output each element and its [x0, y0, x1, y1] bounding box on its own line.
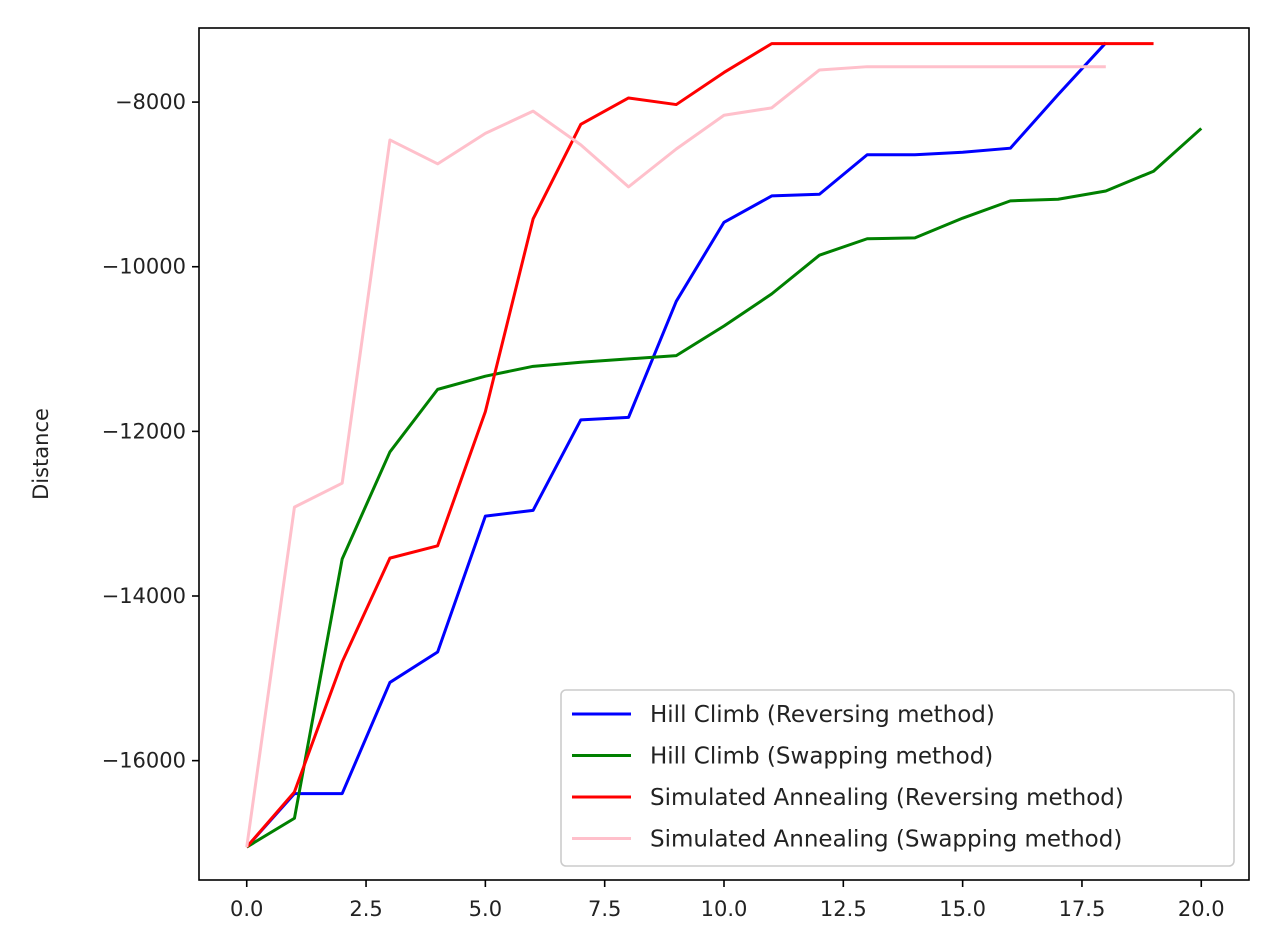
x-tick-label: 12.5: [820, 897, 867, 921]
legend-label: Hill Climb (Swapping method): [650, 744, 993, 770]
x-tick-label: 2.5: [349, 897, 382, 921]
x-tick-label: 10.0: [701, 897, 748, 921]
series-line-1: [245, 41, 1107, 849]
y-tick-label: −8000: [115, 90, 186, 114]
series-line-2: [245, 127, 1203, 849]
y-axis-label: Distance: [29, 408, 53, 500]
legend: Hill Climb (Reversing method) Hill Climb …: [560, 689, 1235, 867]
y-tick-label: −12000: [102, 419, 186, 443]
x-tick-label: 0.0: [230, 897, 263, 921]
legend-label: Hill Climb (Reversing method): [650, 702, 995, 728]
legend-box: [560, 689, 1235, 867]
x-tick-label: 5.0: [469, 897, 502, 921]
series-line-3: [245, 42, 1154, 849]
legend-label: Simulated Annealing (Reversing method): [650, 785, 1124, 811]
plot-area: [245, 41, 1203, 849]
x-tick-label: 17.5: [1059, 897, 1106, 921]
y-tick-label: −10000: [102, 255, 186, 279]
y-tick-label: −14000: [102, 584, 186, 608]
legend-label: Simulated Annealing (Swapping method): [650, 827, 1122, 853]
x-tick-label: 20.0: [1178, 897, 1225, 921]
axes: 0.0 2.5 5.0 7.5 10.0 12.5 15.0 17.5 20.0 −8000 −10…: [29, 27, 1250, 921]
series-line-4: [245, 65, 1106, 848]
x-tick-label: 15.0: [939, 897, 986, 921]
y-tick-label: −16000: [102, 749, 186, 773]
x-tick-label: 7.5: [588, 897, 621, 921]
